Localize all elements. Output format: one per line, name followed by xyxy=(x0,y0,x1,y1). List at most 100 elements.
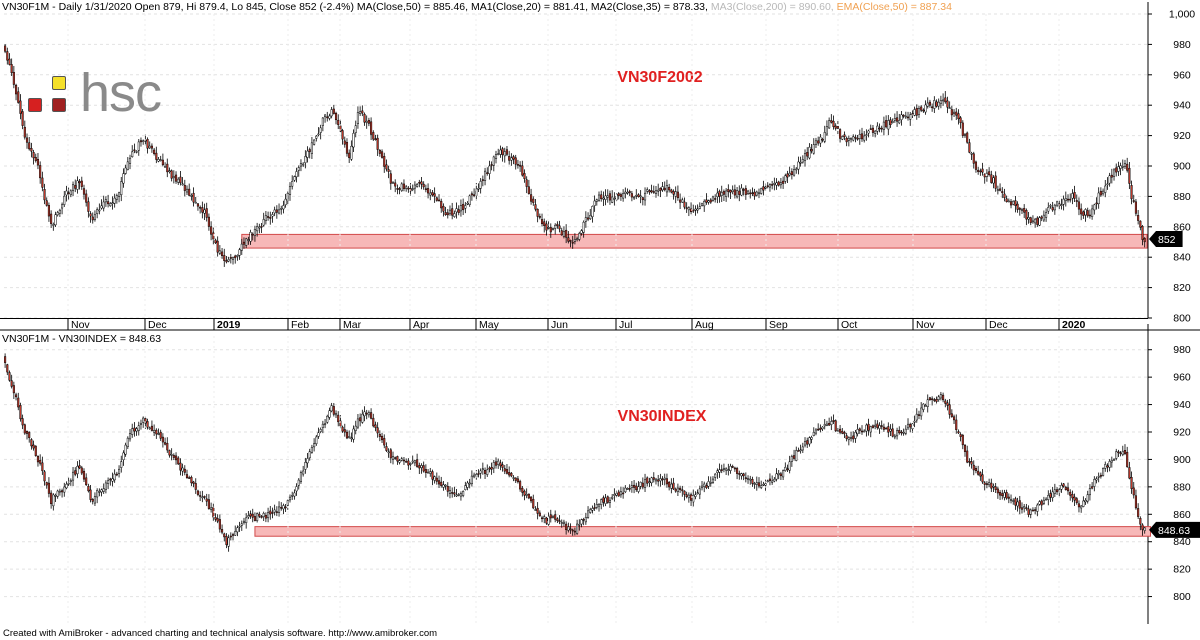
logo-darkred-square xyxy=(52,98,66,112)
candle-down xyxy=(1040,500,1043,506)
y-tick-label: 860 xyxy=(1173,509,1191,521)
candle-up xyxy=(142,140,145,142)
candle-down xyxy=(1023,208,1026,213)
candle-up xyxy=(113,473,116,481)
candle-down xyxy=(672,482,675,490)
candle-down xyxy=(1077,201,1081,210)
candle-down xyxy=(25,430,29,434)
candle-up xyxy=(348,436,351,438)
candle-up xyxy=(773,182,776,185)
candle-down xyxy=(606,496,609,503)
candle-up xyxy=(898,120,901,124)
candle-down xyxy=(387,169,390,172)
candle-up xyxy=(262,219,265,226)
candle-down xyxy=(370,412,373,419)
candle-up xyxy=(96,490,99,498)
candle-down xyxy=(144,418,147,424)
candle-down xyxy=(424,469,427,473)
candle-up xyxy=(256,226,259,232)
candle-up xyxy=(562,521,565,524)
candle-up xyxy=(771,480,774,483)
candle-down xyxy=(446,212,449,216)
logo-yellow-square xyxy=(52,76,66,90)
top-pane-header: VN30F1M - Daily 1/31/2020 Open 879, Hi 8… xyxy=(2,1,952,13)
candle-up xyxy=(795,168,798,171)
candle-up xyxy=(1123,163,1127,167)
candle-down xyxy=(1143,238,1146,243)
candle-down xyxy=(935,101,938,107)
candle-up xyxy=(1047,495,1050,500)
x-tick-label: Sep xyxy=(769,319,788,331)
candle-up xyxy=(828,120,831,129)
candle-down xyxy=(446,486,449,492)
candle-up xyxy=(578,233,581,240)
candle-up xyxy=(863,430,866,433)
candle-down xyxy=(751,479,754,484)
candle-down xyxy=(672,191,675,195)
candle-up xyxy=(319,429,322,432)
candle-down xyxy=(885,120,888,128)
candle-up xyxy=(1062,198,1065,205)
candle-down xyxy=(622,492,625,495)
candle-down xyxy=(17,397,20,408)
candle-up xyxy=(615,193,618,201)
candle-up xyxy=(674,191,677,197)
candle-down xyxy=(17,91,20,103)
candle-up xyxy=(937,396,940,400)
candle-up xyxy=(584,517,587,523)
candle-up xyxy=(400,458,403,461)
candle-down xyxy=(8,372,11,381)
candle-down xyxy=(1130,185,1133,200)
candle-up xyxy=(635,194,638,197)
candle-up xyxy=(814,140,818,145)
candle-down xyxy=(28,432,31,439)
candle-up xyxy=(256,513,259,521)
candle-up xyxy=(273,509,276,513)
candle-up xyxy=(797,161,800,170)
candle-up xyxy=(687,207,690,211)
candle-up xyxy=(109,203,112,207)
candle-up xyxy=(1038,217,1041,226)
candle-up xyxy=(306,150,309,158)
candle-up xyxy=(69,190,72,196)
candle-down xyxy=(753,191,756,197)
candle-down xyxy=(341,426,344,432)
candle-up xyxy=(148,145,151,149)
candle-down xyxy=(1075,200,1078,202)
candle-down xyxy=(74,185,77,189)
candle-up xyxy=(891,121,894,123)
candle-down xyxy=(41,177,44,188)
candle-up xyxy=(420,465,423,468)
candle-down xyxy=(45,200,48,206)
candle-down xyxy=(922,109,925,112)
x-tick-label: Apr xyxy=(413,319,430,331)
candle-up xyxy=(714,473,717,478)
candle-up xyxy=(624,487,627,493)
candle-up xyxy=(464,205,467,209)
candle-down xyxy=(505,469,509,474)
candle-up xyxy=(775,473,778,480)
candle-up xyxy=(466,202,469,205)
candle-down xyxy=(508,156,511,161)
y-tick-label: 960 xyxy=(1173,69,1191,81)
y-tick-label: 800 xyxy=(1173,591,1191,603)
candle-down xyxy=(554,514,557,520)
candle-up xyxy=(328,115,331,119)
candle-down xyxy=(451,492,454,494)
candle-up xyxy=(703,483,706,487)
candle-down xyxy=(957,113,960,120)
candle-down xyxy=(67,192,70,194)
candle-up xyxy=(1003,492,1006,498)
candle-down xyxy=(223,533,226,538)
candle-down xyxy=(777,181,780,186)
candle-down xyxy=(731,466,734,468)
candle-down xyxy=(164,442,167,445)
candle-up xyxy=(801,159,804,163)
candle-up xyxy=(494,154,498,159)
candle-up xyxy=(648,481,651,483)
candle-down xyxy=(1027,508,1030,515)
candle-down xyxy=(490,164,493,166)
candle-down xyxy=(372,132,375,140)
candle-down xyxy=(365,412,368,415)
